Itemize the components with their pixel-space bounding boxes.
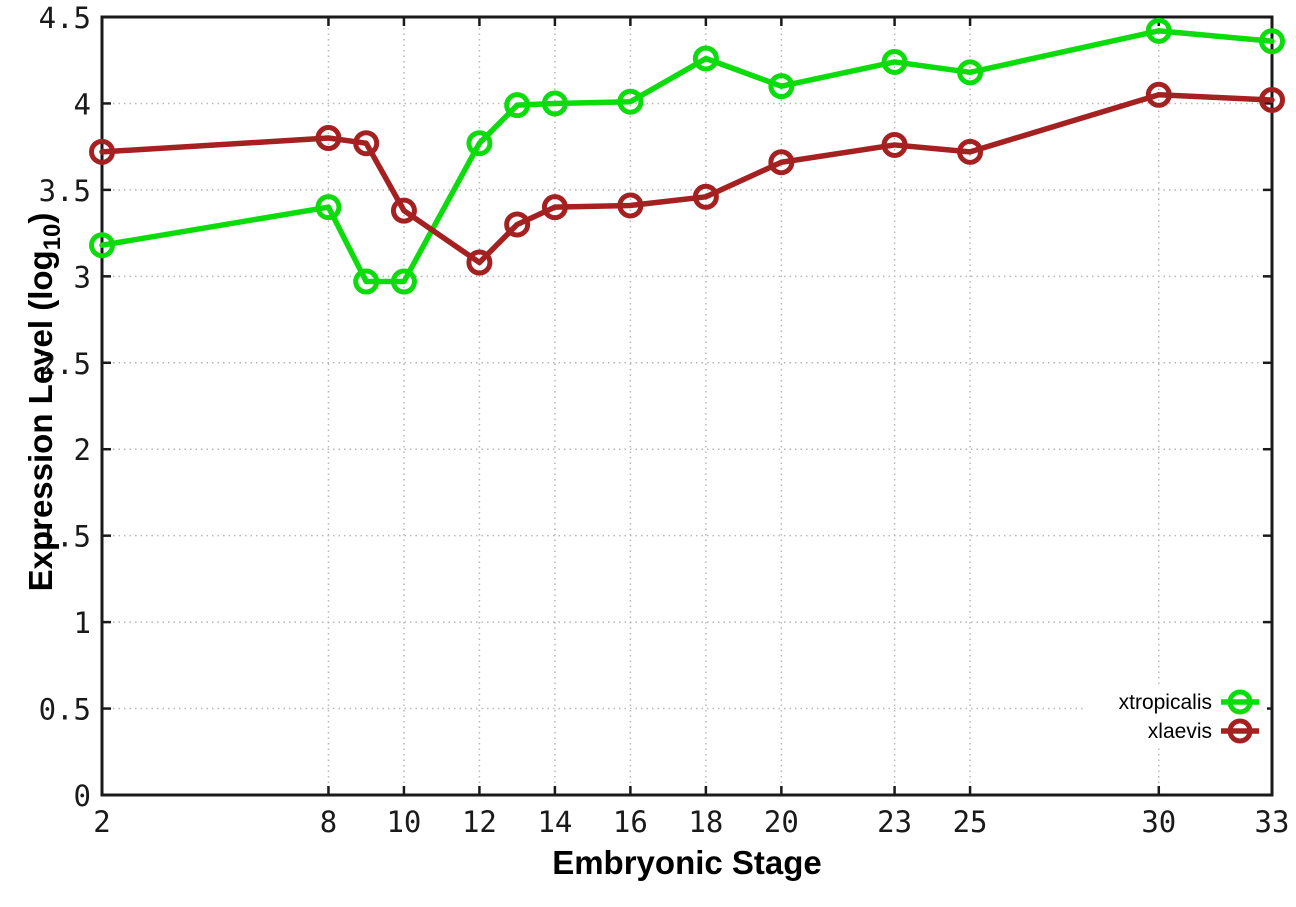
y-axis-title-text: Expression Level (log10) [22,213,66,592]
x-tick-label-8: 8 [320,805,337,839]
data-point-xlaevis-stage-16 [617,192,644,219]
data-point-xlaevis-stage-8 [315,125,342,152]
y-tick-label-4.5: 4.5 [39,1,91,35]
y-tick-label-2.5: 2.5 [39,347,91,381]
y-tick-label-3.5: 3.5 [39,174,91,208]
data-point-xlaevis-stage-2 [89,138,115,165]
legend-item-xlaevis: xlaevis [1148,718,1259,744]
y-tick-label-2: 2 [74,433,91,467]
x-tick-label-20: 20 [764,805,799,839]
data-point-xlaevis-stage-9 [353,130,380,157]
data-point-xtropicalis-stage-9 [353,268,380,295]
x-tick-label-18: 18 [688,805,723,839]
data-point-xtropicalis-stage-8 [315,194,342,221]
data-point-xlaevis-stage-30 [1145,81,1172,108]
data-point-xtropicalis-stage-16 [617,88,644,115]
gridlines [102,17,1272,795]
data-point-xlaevis-stage-13 [504,211,531,238]
data-point-xlaevis-stage-18 [692,183,719,210]
data-point-xtropicalis-stage-23 [881,48,908,75]
data-point-xlaevis-stage-12 [466,249,493,276]
x-tick-label-16: 16 [613,805,648,839]
series-xtropicalis [89,17,1285,295]
data-point-xtropicalis-stage-10 [390,268,417,295]
legend-item-xtropicalis: xtropicalis [1119,689,1259,715]
data-point-xtropicalis-stage-18 [692,45,719,72]
series-xlaevis [89,81,1285,276]
x-tick-label-14: 14 [537,805,572,839]
series-line-xtropicalis [99,28,1275,285]
data-point-xtropicalis-stage-12 [466,130,493,157]
data-point-xtropicalis-stage-25 [957,59,984,86]
y-tick-label-1.5: 1.5 [39,520,91,554]
x-tick-label-10: 10 [386,805,421,839]
y-tick-labels: 0 0.5 1 1.5 2 2.5 3 3.5 4 4.5 [39,1,91,813]
data-point-xtropicalis-stage-14 [541,90,568,117]
x-tick-label-2: 2 [93,805,110,839]
y-tick-label-4: 4 [74,87,91,121]
data-point-xlaevis-stage-14 [541,194,568,221]
y-axis-title: Expression Level (log10) [22,213,66,592]
data-point-xlaevis-stage-33 [1259,86,1285,113]
series-line-xlaevis [99,92,1275,266]
data-point-xtropicalis-stage-13 [504,92,531,119]
data-point-xtropicalis-stage-33 [1259,28,1285,55]
data-point-xlaevis-stage-23 [881,131,908,158]
data-point-xtropicalis-stage-20 [768,73,795,100]
data-point-xlaevis-stage-20 [768,149,795,176]
plot-border [100,15,1274,797]
data-point-xtropicalis-stage-30 [1145,17,1172,44]
legend: xtropicalis xlaevis [1086,684,1267,747]
x-tick-label-33: 33 [1255,805,1290,839]
y-tick-label-0: 0 [74,779,91,813]
y-tick-label-3: 3 [74,260,91,294]
x-tick-label-30: 30 [1141,805,1176,839]
series [89,17,1285,295]
data-point-xlaevis-stage-25 [957,138,984,165]
x-tick-label-25: 25 [953,805,988,839]
x-axis-title: Embryonic Stage [552,844,822,881]
x-tick-label-23: 23 [877,805,912,839]
y-tick-label-0.5: 0.5 [39,693,91,727]
y-tick-label-1: 1 [74,606,91,640]
legend-label-xtropicalis: xtropicalis [1119,691,1212,714]
legend-label-xlaevis: xlaevis [1148,720,1212,743]
x-tick-labels: 2 8 10 12 14 16 18 20 23 25 30 33 [93,805,1289,839]
axis-ticks [100,15,1274,797]
data-point-xtropicalis-stage-2 [89,232,115,259]
x-tick-label-12: 12 [462,805,497,839]
legend-marker-xtropicalis [1227,689,1253,715]
data-point-xlaevis-stage-10 [390,197,417,224]
legend-marker-xlaevis [1227,718,1253,744]
